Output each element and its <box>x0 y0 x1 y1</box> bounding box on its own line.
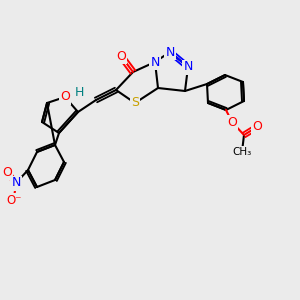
Text: O: O <box>252 121 262 134</box>
Text: H: H <box>74 86 84 100</box>
Text: O: O <box>2 166 12 178</box>
Text: CH₃: CH₃ <box>232 147 252 157</box>
Text: O: O <box>2 166 12 178</box>
Text: N: N <box>11 176 21 190</box>
Text: O: O <box>116 50 126 62</box>
Text: O⁻: O⁻ <box>6 194 22 206</box>
Text: N: N <box>165 46 175 59</box>
Text: N: N <box>183 61 193 74</box>
Text: S: S <box>131 97 139 110</box>
Text: O: O <box>227 116 237 128</box>
Text: N: N <box>150 56 160 68</box>
Text: O: O <box>60 91 70 103</box>
